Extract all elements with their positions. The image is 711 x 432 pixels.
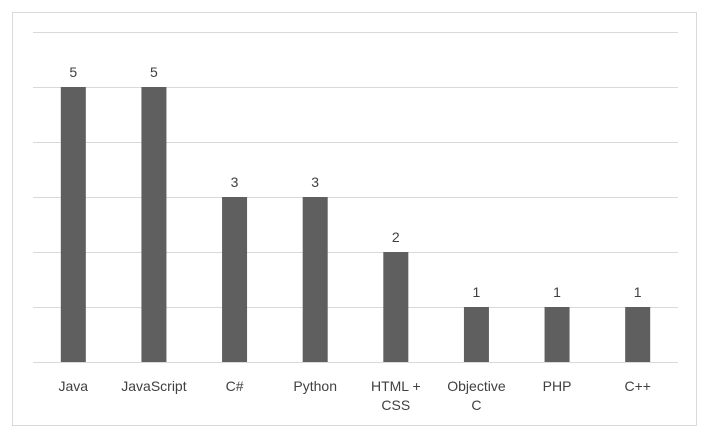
bar	[625, 307, 651, 362]
x-tick-label: C++	[624, 378, 650, 394]
bar	[60, 87, 86, 362]
x-tick-label: PHP	[543, 378, 572, 394]
data-label: 5	[69, 64, 77, 80]
x-tick-label: Python	[293, 378, 337, 394]
data-label: 5	[150, 64, 158, 80]
x-tick-label-line: C++	[624, 378, 650, 394]
x-tick-label: C#	[226, 378, 244, 394]
data-label: 3	[311, 174, 319, 190]
data-label: 3	[231, 174, 239, 190]
data-label: 1	[553, 284, 561, 300]
x-tick-label-line: Java	[59, 378, 89, 394]
x-tick-label-line: HTML +	[371, 378, 421, 394]
x-tick-label: Objective C	[447, 378, 506, 413]
x-tick-label-line: Objective	[447, 378, 506, 394]
x-tick-label: JavaScript	[121, 378, 186, 394]
x-tick-label-line: C	[471, 397, 481, 413]
bar	[141, 87, 167, 362]
bar	[383, 252, 409, 362]
bar	[544, 307, 570, 362]
x-tick-label-line: JavaScript	[121, 378, 186, 394]
bar	[463, 307, 489, 362]
data-label: 1	[634, 284, 642, 300]
x-tick-label: Java	[59, 378, 89, 394]
data-label: 1	[473, 284, 481, 300]
x-tick-label-line: C#	[226, 378, 244, 394]
x-tick-label-line: Python	[293, 378, 337, 394]
chart-frame	[12, 12, 697, 426]
bar	[222, 197, 248, 362]
x-tick-label-line: PHP	[543, 378, 572, 394]
x-tick-label: HTML + CSS	[371, 378, 421, 413]
x-tick-label-line: CSS	[381, 397, 410, 413]
data-label: 2	[392, 229, 400, 245]
bar	[302, 197, 328, 362]
